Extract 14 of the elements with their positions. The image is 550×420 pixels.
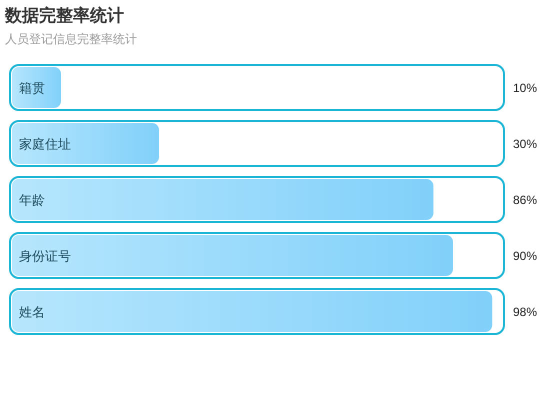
chart-title: 数据完整率统计 bbox=[4, 6, 124, 25]
data-label: 90% bbox=[513, 249, 538, 263]
data-label: 30% bbox=[513, 137, 538, 151]
y-tick-label: 年龄 bbox=[19, 192, 45, 208]
y-tick-label: 身份证号 bbox=[19, 248, 71, 264]
data-label: 98% bbox=[513, 305, 538, 319]
data-label: 10% bbox=[513, 81, 538, 95]
y-tick-label: 家庭住址 bbox=[19, 136, 71, 152]
data-label: 86% bbox=[513, 193, 538, 207]
y-tick-label: 姓名 bbox=[19, 304, 45, 320]
chart-subtitle: 人员登记信息完整率统计 bbox=[5, 32, 137, 46]
bar bbox=[12, 67, 61, 108]
y-tick-label: 籍贯 bbox=[19, 80, 45, 96]
bar bbox=[12, 123, 159, 164]
